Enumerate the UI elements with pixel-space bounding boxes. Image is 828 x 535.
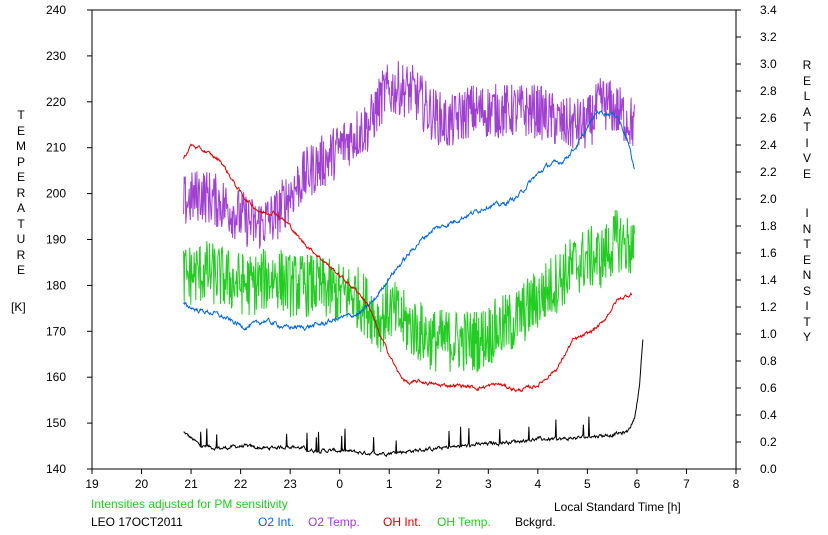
left-tick-label: 210 [46, 141, 66, 155]
left-tick-label: 180 [46, 278, 66, 292]
legend-oh-temp: OH Temp. [437, 515, 491, 529]
legend-o2-int: O2 Int. [258, 515, 295, 529]
x-tick-label: 8 [733, 477, 740, 491]
right-tick-label: 1.0 [760, 327, 777, 341]
right-tick-label: 2.2 [760, 165, 777, 179]
left-tick-label: 230 [46, 49, 66, 63]
x-tick-label: 0 [336, 477, 343, 491]
x-tick-label: 2 [435, 477, 442, 491]
right-axis-label-word1: R E L A T I V E [802, 58, 812, 181]
left-tick-label: 220 [46, 95, 66, 109]
x-tick-label: 4 [535, 477, 542, 491]
right-tick-label: 0.6 [760, 381, 777, 395]
right-tick-label: 1.2 [760, 300, 777, 314]
right-tick-label: 2.4 [760, 138, 777, 152]
left-axis-unit: [K] [11, 300, 26, 314]
series-line-oh-temp [183, 210, 635, 373]
x-tick-label: 5 [584, 477, 591, 491]
right-tick-label: 1.8 [760, 219, 777, 233]
left-tick-label: 170 [46, 324, 66, 338]
left-tick-label: 200 [46, 187, 66, 201]
right-tick-label: 0.2 [760, 435, 777, 449]
x-tick-label: 1 [386, 477, 393, 491]
right-tick-label: 3.2 [760, 30, 777, 44]
left-tick-label: 240 [46, 3, 66, 17]
right-tick-label: 1.4 [760, 273, 777, 287]
legend-bckgrd: Bckgrd. [515, 515, 556, 529]
right-tick-label: 2.8 [760, 84, 777, 98]
legend-oh-int: OH Int. [383, 515, 422, 529]
right-tick-label: 0.8 [760, 354, 777, 368]
left-tick-label: 190 [46, 233, 66, 247]
right-tick-label: 3.0 [760, 57, 777, 71]
series-line-oh-int [183, 143, 633, 393]
legend-o2-temp: O2 Temp. [308, 515, 360, 529]
x-tick-label: 19 [85, 477, 99, 491]
x-tick-label: 21 [184, 477, 198, 491]
x-tick-label: 7 [683, 477, 690, 491]
series-line-bckgrd [183, 339, 644, 458]
x-tick-label: 22 [234, 477, 248, 491]
x-tick-label: 20 [135, 477, 149, 491]
x-axis-label: Local Standard Time [h] [554, 500, 681, 514]
right-tick-label: 2.6 [760, 111, 777, 125]
x-tick-label: 6 [634, 477, 641, 491]
right-tick-label: 0.4 [760, 408, 777, 422]
station-date-label: LEO 17OCT2011 [91, 515, 183, 529]
series-line-o2-temp [183, 60, 635, 249]
right-tick-label: 0.0 [760, 462, 777, 476]
series-line-o2-int [183, 109, 635, 332]
right-axis-label-word2: I N T E N S I T Y [802, 206, 812, 344]
left-tick-label: 140 [46, 462, 66, 476]
right-tick-label: 3.4 [760, 3, 777, 17]
right-tick-label: 1.6 [760, 246, 777, 260]
right-tick-label: 2.0 [760, 192, 777, 206]
x-tick-label: 3 [485, 477, 492, 491]
left-tick-label: 150 [46, 416, 66, 430]
x-tick-label: 23 [283, 477, 297, 491]
left-axis-label: T E M P E R A T U R E [16, 108, 26, 277]
left-tick-label: 160 [46, 370, 66, 384]
sensitivity-note: Intensities adjusted for PM sensitivity [91, 497, 288, 511]
